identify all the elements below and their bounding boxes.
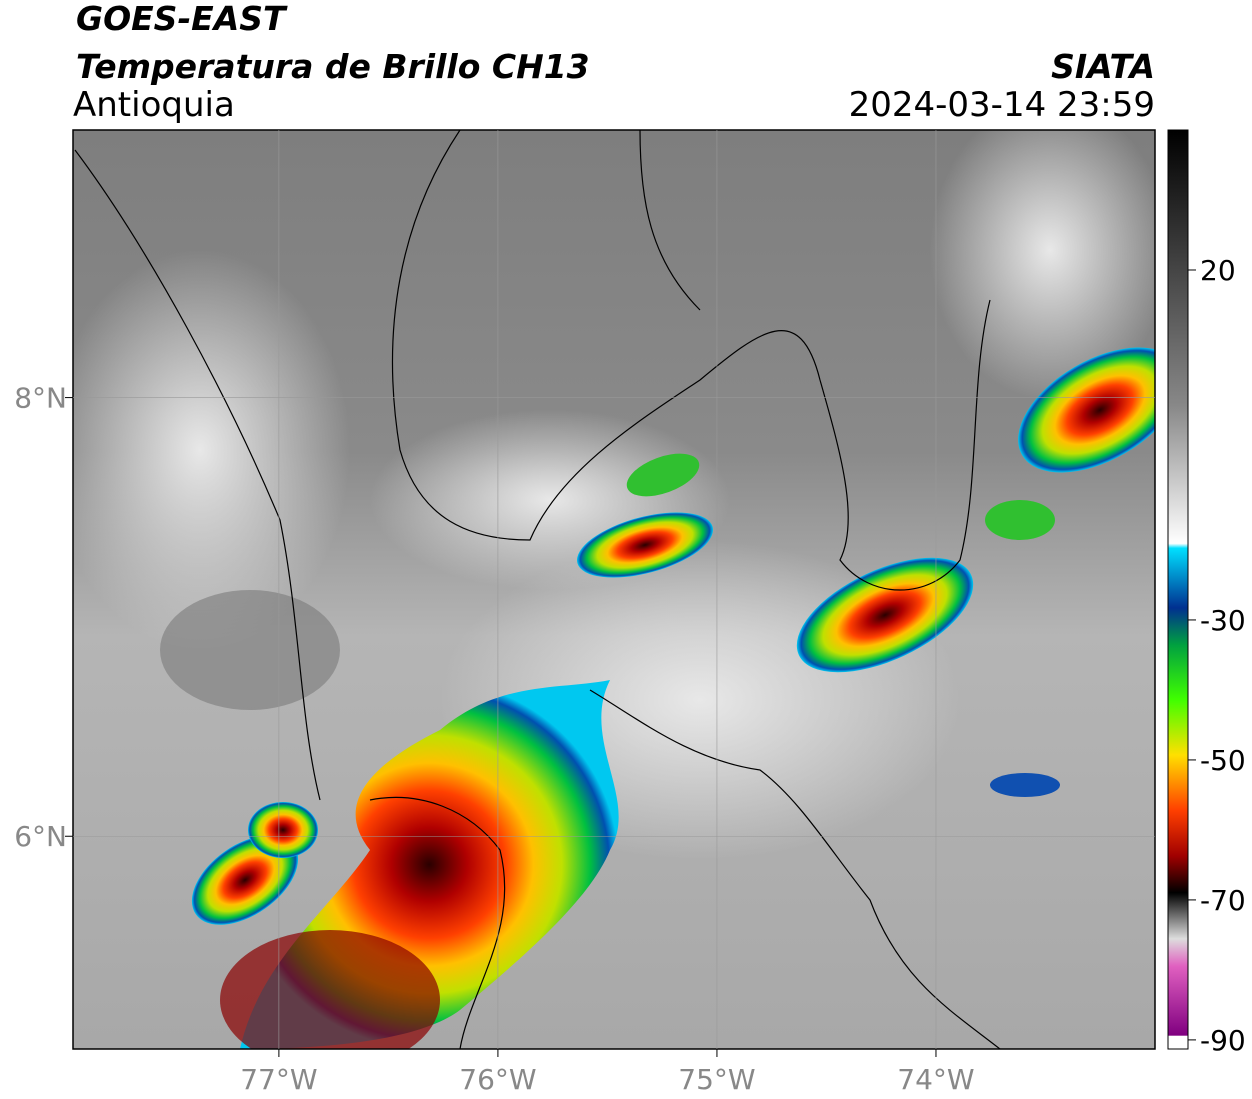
colorbar-tick-label: -50: [1200, 744, 1246, 777]
source-label: SIATA: [1051, 47, 1155, 86]
colorbar-tick-label: -30: [1200, 604, 1246, 637]
satellite-title: GOES-EAST: [76, 0, 288, 38]
product-title: Temperatura de Brillo CH13: [76, 47, 590, 86]
y-tick-label: 8°N: [14, 382, 67, 415]
x-tick-label: 76°W: [459, 1063, 536, 1096]
x-tick-label: 75°W: [678, 1063, 755, 1096]
y-tick-label: 6°N: [14, 820, 67, 853]
x-tick-label: 74°W: [897, 1063, 974, 1096]
colorbar-tick-label: 20: [1200, 254, 1236, 287]
colorbar-tick-label: -70: [1200, 884, 1246, 917]
colorbar-tick-label: -90: [1200, 1024, 1246, 1057]
timestamp: 2024-03-14 23:59: [849, 85, 1155, 125]
satellite-image: [73, 130, 1155, 1049]
colorbar: [1167, 129, 1189, 1050]
map-frame: [72, 129, 1156, 1050]
x-tick-label: 77°W: [240, 1063, 317, 1096]
region-label: Antioquia: [73, 85, 235, 125]
